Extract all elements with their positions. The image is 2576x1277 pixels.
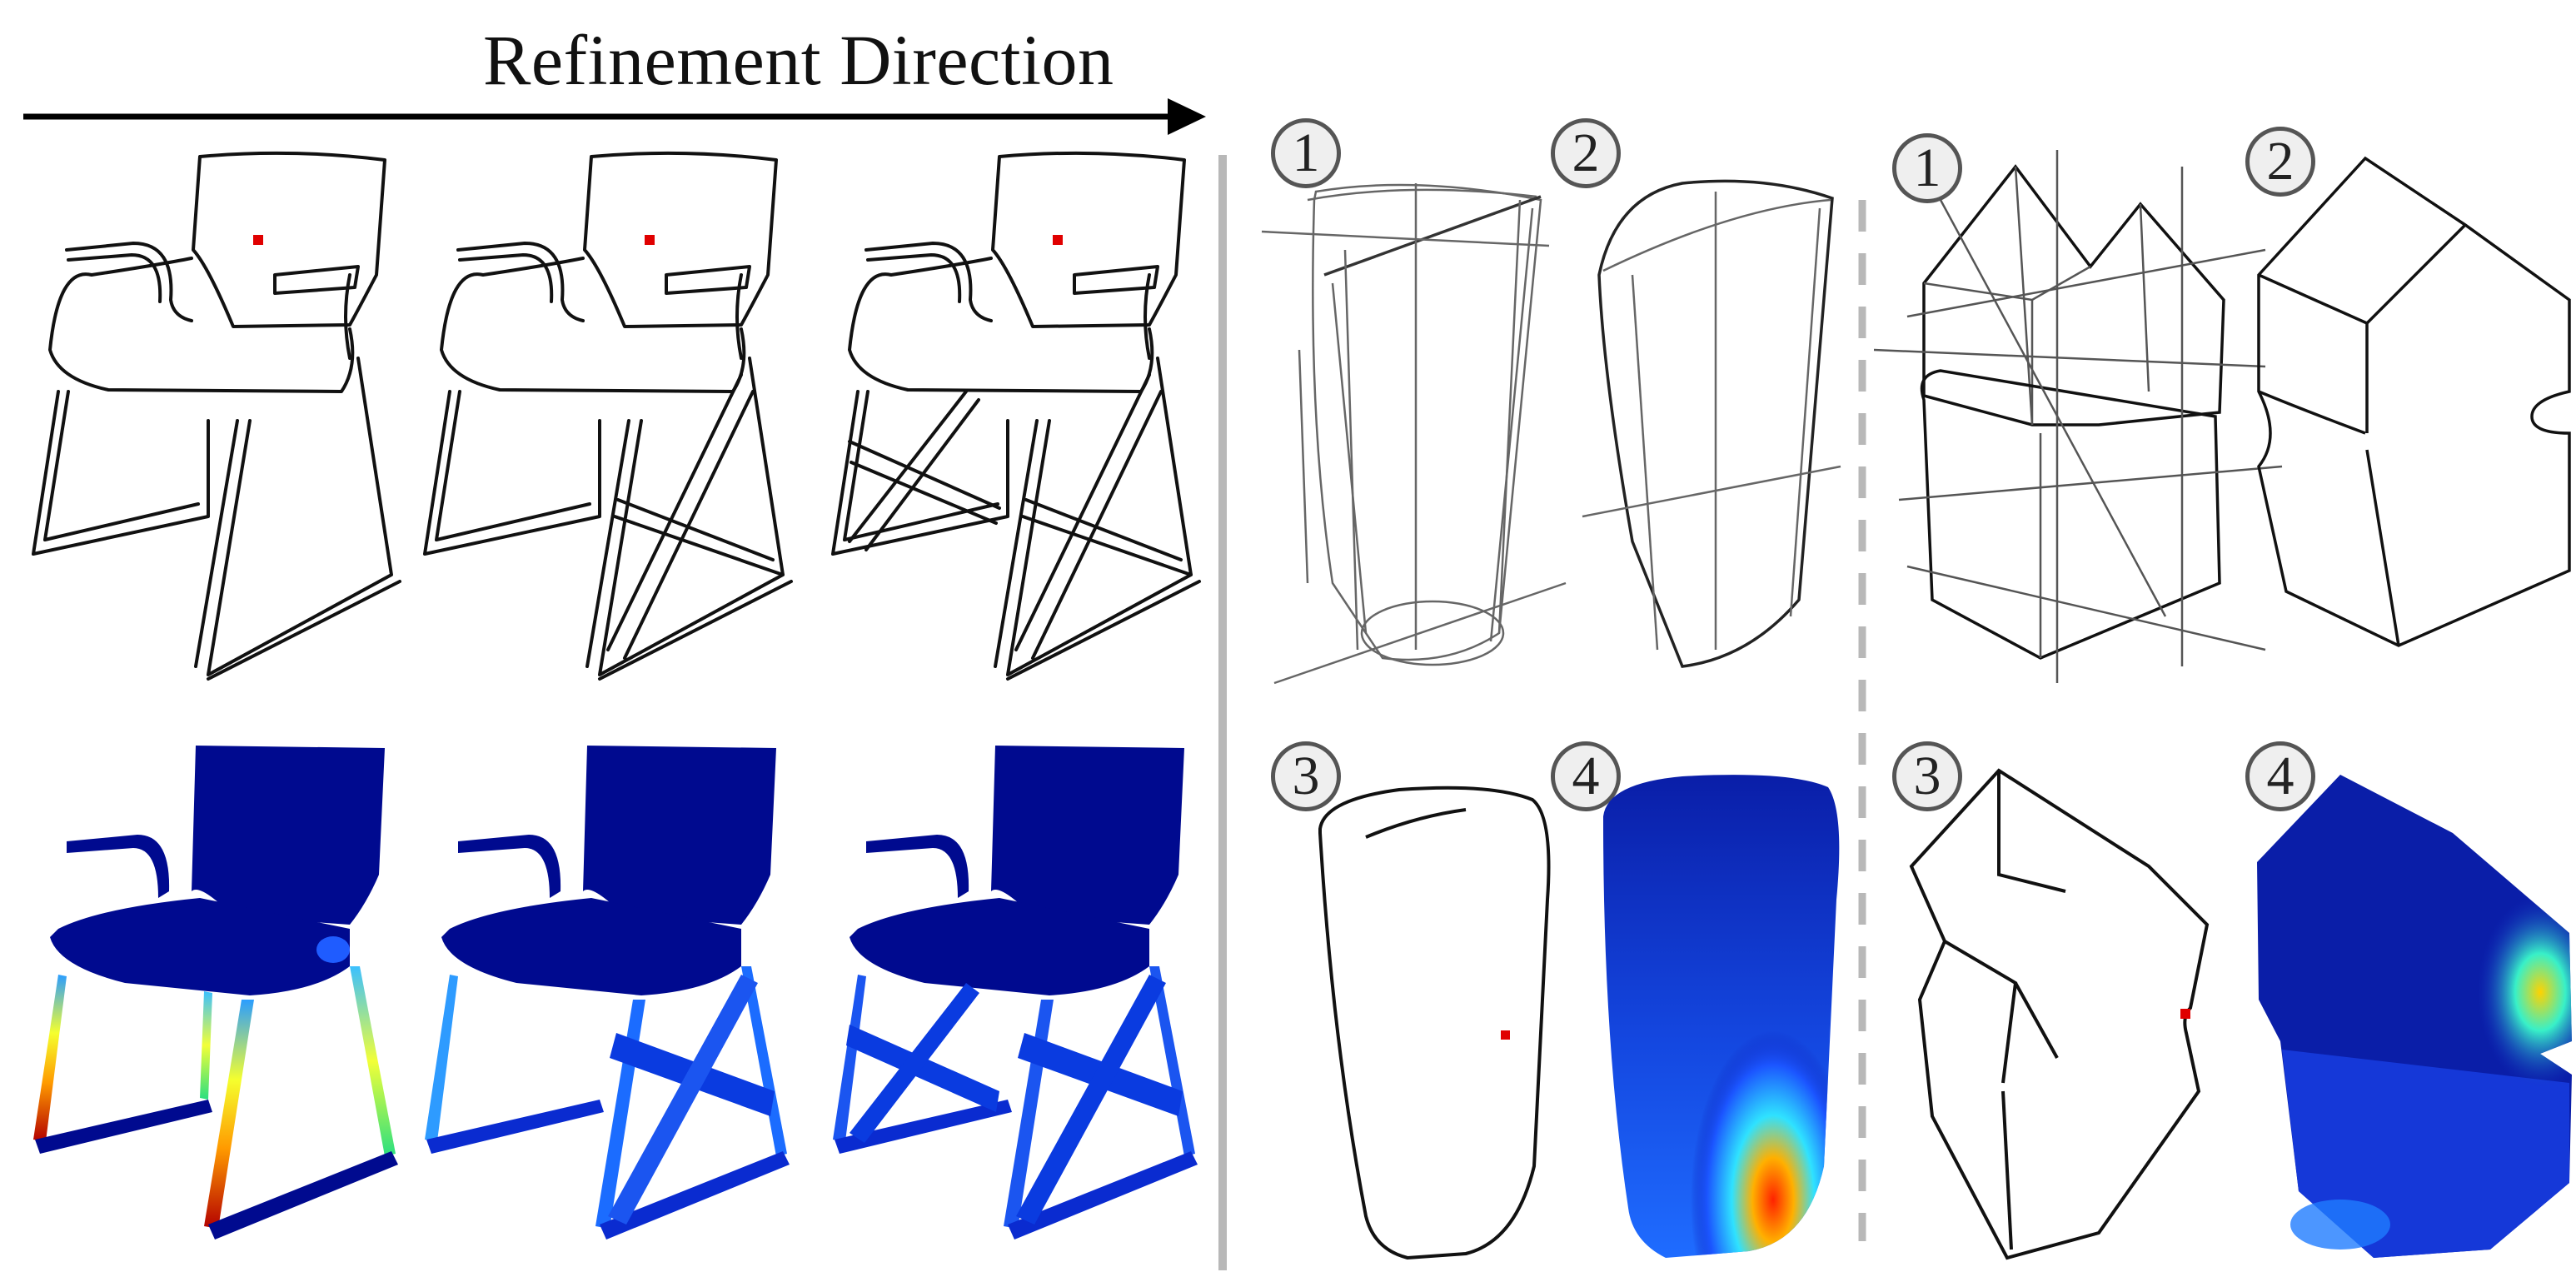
- chair-heatmap-1: [33, 746, 398, 1240]
- sketch-b-step-4-heatmap: [2257, 775, 2572, 1258]
- step-badge-2-left: 2: [1551, 118, 1621, 188]
- sketch-b-step-1: [1873, 150, 2283, 683]
- sketch-a-step-1: [1261, 183, 1567, 685]
- step-badge-2-right: 2: [2245, 127, 2315, 197]
- step-badge-3-right: 3: [1892, 741, 1962, 811]
- chair-heatmaps-row: [33, 746, 1198, 1240]
- sketch-b-step-2: [2257, 156, 2571, 647]
- step-badge-1-left: 1: [1271, 118, 1341, 188]
- sketch-a-step-3: [1318, 786, 1551, 1260]
- chair-heatmap-2: [425, 746, 790, 1240]
- chair-sketch-3: [831, 151, 1201, 681]
- step-badge-4-left: 4: [1551, 741, 1621, 811]
- refinement-arrow: [23, 98, 1206, 135]
- sketch-a-step-4-heatmap: [1603, 775, 1840, 1258]
- sketch-a-step-2: [1582, 179, 1841, 668]
- step-badge-4-right: 4: [2245, 741, 2315, 811]
- chair-heatmap-3: [833, 746, 1198, 1240]
- chair-sketch-2: [423, 151, 793, 681]
- step-badge-3-left: 3: [1271, 741, 1341, 811]
- step-badge-1-right: 1: [1892, 133, 1962, 203]
- chair-sketches-row: [32, 151, 1201, 681]
- refinement-direction-label: Refinement Direction: [483, 20, 1114, 100]
- chair-sketch-1: [32, 151, 401, 681]
- sketch-b-step-3: [1909, 768, 2210, 1260]
